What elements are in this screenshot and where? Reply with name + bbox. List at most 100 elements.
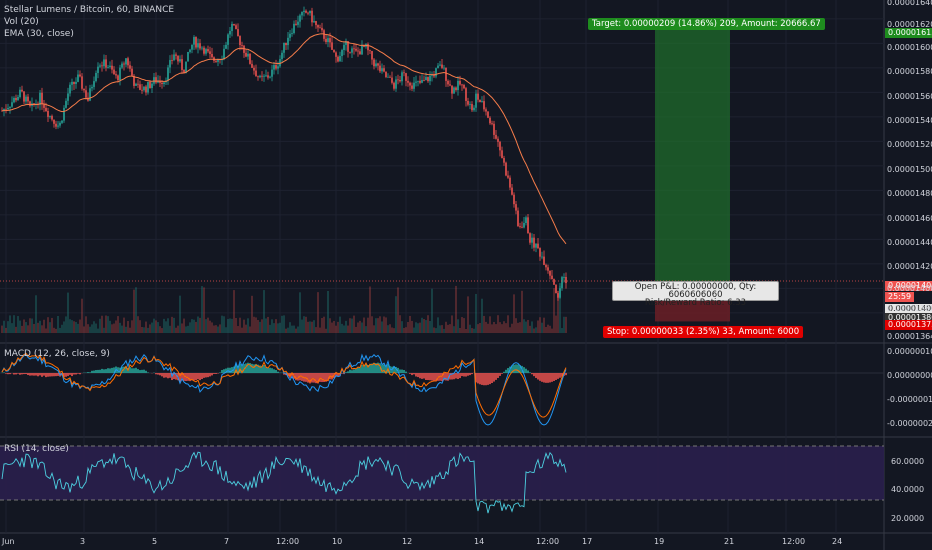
- volume-bar: [529, 325, 531, 333]
- macd-histogram-bar: [477, 373, 479, 384]
- candle-body: [247, 53, 249, 57]
- macd-histogram-bar: [315, 373, 317, 384]
- candle-body: [447, 80, 449, 85]
- candle-body: [183, 69, 185, 74]
- volume-bar: [151, 322, 153, 333]
- volume-bar: [233, 290, 235, 333]
- macd-histogram-bar: [143, 369, 145, 373]
- macd-histogram-bar: [255, 363, 257, 373]
- macd-histogram-bar: [429, 373, 431, 381]
- volume-bar: [219, 324, 221, 333]
- volume-bar: [465, 328, 467, 333]
- candle-body: [339, 56, 341, 62]
- volume-bar: [463, 318, 465, 333]
- candle-body: [267, 75, 269, 78]
- macd-histogram-bar: [283, 373, 285, 375]
- macd-histogram-bar: [197, 373, 199, 379]
- candle-body: [121, 63, 123, 68]
- candle-body: [541, 256, 543, 258]
- macd-histogram-bar: [363, 365, 365, 373]
- candle-body: [179, 59, 181, 62]
- volume-bar: [9, 315, 11, 333]
- macd-histogram-bar: [111, 367, 113, 373]
- macd-histogram-bar: [345, 372, 347, 373]
- macd-histogram-bar: [161, 373, 163, 377]
- candle-body: [325, 38, 327, 43]
- macd-histogram-bar: [565, 373, 567, 376]
- price-axis-label: 0.00001600: [887, 43, 932, 52]
- volume-bar: [387, 325, 389, 333]
- volume-bar: [279, 322, 281, 333]
- volume-bar: [445, 321, 447, 333]
- macd-histogram-bar: [47, 373, 49, 377]
- candle-body: [539, 248, 541, 257]
- candle-body: [467, 100, 469, 105]
- target-label[interactable]: Target: 0.00000209 (14.86%) 209, Amount:…: [588, 18, 825, 30]
- candle-body: [527, 217, 529, 234]
- volume-legend: Vol (20): [4, 17, 39, 27]
- macd-histogram-bar: [9, 373, 11, 375]
- volume-bar: [263, 290, 265, 333]
- candle-body: [363, 45, 365, 47]
- volume-bar: [105, 315, 107, 333]
- macd-histogram-bar: [163, 373, 165, 378]
- stop-label[interactable]: Stop: 0.00000033 (2.35%) 33, Amount: 600…: [603, 326, 804, 338]
- volume-bar: [311, 321, 313, 333]
- macd-histogram-bar: [493, 373, 495, 382]
- candle-body: [545, 264, 547, 268]
- candle-body: [85, 90, 87, 98]
- candle-body: [155, 77, 157, 83]
- candle-body: [41, 92, 43, 105]
- volume-bar: [229, 318, 231, 333]
- volume-bar: [377, 318, 379, 333]
- candle-body: [149, 82, 151, 89]
- volume-bar: [139, 320, 141, 333]
- volume-bar: [327, 290, 329, 333]
- rsi-legend: RSI (14, close): [4, 444, 69, 454]
- candle-body: [493, 123, 495, 135]
- macd-histogram-bar: [131, 368, 133, 373]
- time-axis-label: 21: [724, 537, 735, 546]
- position-info-box[interactable]: Open P&L: 0.00000000, Qty: 6060606060 Ri…: [612, 281, 779, 307]
- volume-bar: [391, 327, 393, 333]
- volume-bar: [171, 316, 173, 333]
- macd-histogram-bar: [3, 372, 5, 373]
- volume-bar: [277, 323, 279, 333]
- macd-histogram-bar: [287, 373, 289, 377]
- macd-histogram-bar: [157, 373, 159, 375]
- macd-axis-label: 0.00000000: [887, 371, 932, 380]
- volume-bar: [69, 319, 71, 333]
- macd-histogram-bar: [411, 373, 413, 376]
- candle-body: [57, 125, 59, 127]
- macd-histogram-bar: [433, 373, 435, 381]
- candle-body: [453, 87, 455, 94]
- volume-bar: [211, 322, 213, 333]
- price-axis-label: 0.00001500: [887, 165, 932, 174]
- volume-bar: [43, 319, 45, 333]
- macd-histogram-bar: [317, 373, 319, 384]
- candle-body: [253, 67, 255, 71]
- volume-bar: [533, 328, 535, 333]
- macd-histogram-bar: [223, 369, 225, 373]
- macd-histogram-bar: [95, 370, 97, 373]
- candle-body: [423, 80, 425, 81]
- candle-body: [193, 37, 195, 45]
- volume-bar: [117, 316, 119, 333]
- macd-histogram-bar: [199, 373, 201, 381]
- volume-bar: [221, 315, 223, 333]
- macd-histogram-bar: [559, 373, 561, 378]
- macd-histogram-bar: [409, 373, 411, 374]
- volume-bar: [177, 325, 179, 333]
- candle-body: [223, 48, 225, 60]
- macd-histogram-bar: [449, 373, 451, 380]
- candle-body: [347, 41, 349, 52]
- macd-histogram-bar: [353, 369, 355, 373]
- time-axis-label: 3: [80, 537, 86, 546]
- volume-bar: [95, 323, 97, 333]
- macd-histogram-bar: [495, 373, 497, 380]
- macd-histogram-bar: [463, 373, 465, 377]
- macd-histogram-bar: [451, 373, 453, 380]
- macd-histogram-bar: [15, 373, 17, 375]
- candle-body: [543, 256, 545, 265]
